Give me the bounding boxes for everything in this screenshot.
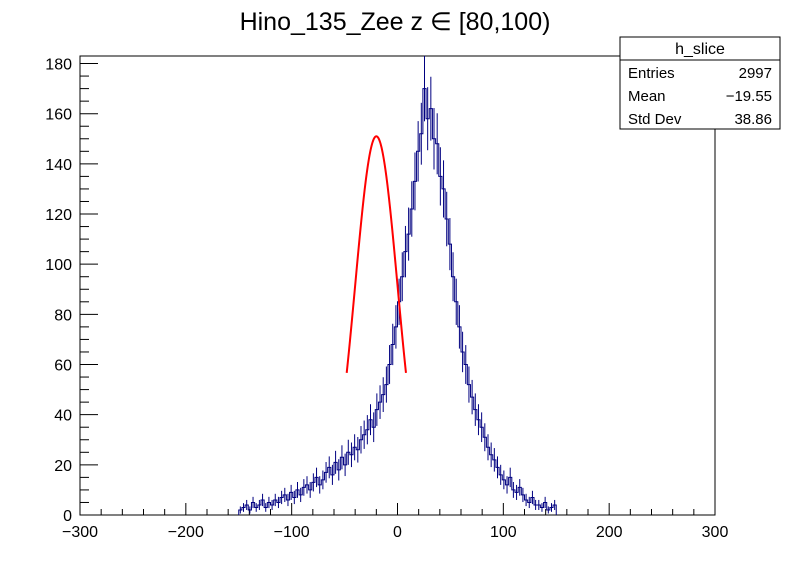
chart-title: Hino_135_Zee z ∈ [80,100)	[240, 8, 551, 36]
x-tick-label: 200	[596, 524, 623, 541]
y-tick-label: 100	[45, 257, 72, 274]
y-tick-label: 140	[45, 157, 72, 174]
y-tick-label: 40	[54, 408, 72, 425]
gaussian-fit-line	[345, 135, 407, 373]
stats-entries-value: 2997	[739, 65, 772, 82]
y-tick-label: 180	[45, 57, 72, 74]
y-tick-label: 0	[63, 508, 72, 525]
stats-title: h_slice	[675, 41, 725, 58]
stats-entries-label: Entries	[628, 65, 675, 82]
y-tick-label: 120	[45, 207, 72, 224]
x-tick-label: −200	[168, 524, 204, 541]
histogram-outline	[238, 88, 557, 515]
x-tick-label: 300	[702, 524, 729, 541]
y-tick-label: 160	[45, 107, 72, 124]
stats-mean-label: Mean	[628, 88, 666, 105]
x-axis: −300 −200 −100 0 100 200 300	[62, 503, 728, 541]
stats-box-border	[619, 36, 781, 130]
stats-box: h_slice Entries 2997 Mean −19.55 Std Dev…	[619, 36, 781, 130]
stats-mean-value: −19.55	[726, 88, 772, 105]
y-tick-label: 60	[54, 358, 72, 375]
x-tick-label: −100	[274, 524, 310, 541]
x-tick-label: 0	[393, 524, 402, 541]
stats-stddev-label: Std Dev	[628, 111, 682, 128]
y-tick-label: 80	[54, 307, 72, 324]
histogram-bins	[238, 55, 557, 515]
y-tick-label: 20	[54, 458, 72, 475]
y-axis: 0 20 40 60 80 100 120 140 160 180	[45, 57, 98, 525]
x-tick-label: 100	[490, 524, 517, 541]
x-tick-label: −300	[62, 524, 98, 541]
stats-stddev-value: 38.86	[734, 111, 772, 128]
